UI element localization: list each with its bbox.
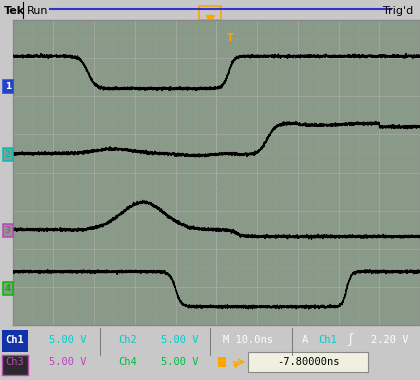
Text: Tek: Tek [4, 6, 25, 16]
Text: Ch1: Ch1 [5, 335, 24, 345]
Text: A: A [302, 335, 308, 345]
Text: Ch1: Ch1 [319, 335, 337, 345]
Text: -7.80000ns: -7.80000ns [277, 357, 339, 367]
Text: ʃ: ʃ [346, 334, 354, 347]
Text: Ch2: Ch2 [118, 335, 137, 345]
Text: 5.00 V: 5.00 V [49, 335, 87, 345]
Text: Trig'd: Trig'd [383, 6, 414, 16]
Text: 2.20 V: 2.20 V [371, 335, 409, 345]
Text: 1: 1 [5, 82, 11, 91]
Text: Ch4: Ch4 [118, 357, 137, 367]
Text: 5.00 V: 5.00 V [161, 335, 199, 345]
Text: Run: Run [27, 6, 49, 16]
FancyBboxPatch shape [2, 330, 28, 352]
Text: 3: 3 [5, 226, 11, 235]
Text: Ch3: Ch3 [5, 357, 24, 367]
Text: 5.00 V: 5.00 V [49, 357, 87, 367]
Text: 4: 4 [5, 284, 11, 293]
Text: 2: 2 [5, 150, 11, 159]
Text: M 10.0ns: M 10.0ns [223, 335, 273, 345]
FancyBboxPatch shape [2, 355, 28, 375]
Text: ▼: ▼ [234, 363, 239, 369]
FancyBboxPatch shape [248, 352, 368, 372]
Text: T: T [219, 358, 225, 366]
Text: T: T [226, 33, 233, 43]
Text: 5.00 V: 5.00 V [161, 357, 199, 367]
